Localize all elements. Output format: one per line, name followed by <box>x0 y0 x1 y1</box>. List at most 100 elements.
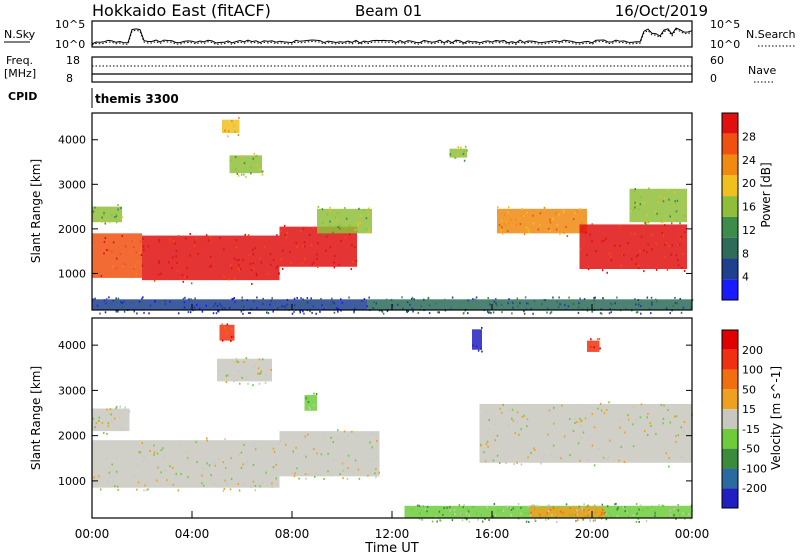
scatter-speckle <box>589 518 591 521</box>
scatter-speckle <box>361 300 363 303</box>
scatter-region <box>92 203 123 225</box>
scatter-speckle <box>292 450 295 453</box>
scatter-speckle <box>677 509 680 512</box>
velocity-colorbar-label: Velocity [m s^-1] <box>769 366 783 470</box>
scatter-speckle <box>426 510 428 513</box>
scatter-speckle <box>371 432 373 435</box>
scatter-speckle <box>99 312 101 315</box>
scatter-speckle <box>186 275 188 278</box>
scatter-speckle <box>543 454 545 457</box>
scatter-speckle <box>526 211 528 214</box>
scatter-speckle <box>116 485 119 488</box>
scatter-speckle <box>632 514 635 517</box>
scatter-speckle <box>494 514 497 517</box>
scatter-speckle <box>375 302 378 305</box>
scatter-speckle <box>523 312 526 315</box>
scatter-speckle <box>333 459 335 462</box>
scatter-speckle <box>547 504 550 507</box>
scatter-speckle <box>231 327 233 330</box>
scatter-speckle <box>256 164 258 167</box>
scatter-speckle <box>584 417 587 420</box>
scatter-speckle <box>301 262 303 265</box>
scatter-speckle <box>158 238 161 241</box>
scatter-speckle <box>233 125 235 128</box>
scatter-speckle <box>477 349 480 352</box>
scatter-speckle <box>372 458 375 461</box>
colorbar-tick-label: -200 <box>742 482 767 495</box>
scatter-speckle <box>550 454 552 457</box>
scatter-speckle <box>520 428 523 431</box>
scatter-speckle <box>243 162 246 165</box>
scatter-speckle <box>669 513 672 516</box>
scatter-speckle <box>260 370 263 373</box>
freq-label-1: Freq. <box>6 54 33 67</box>
scatter-speckle <box>187 311 190 314</box>
scatter-speckle <box>290 261 293 264</box>
scatter-speckle <box>143 311 145 314</box>
scatter-speckle <box>213 482 215 485</box>
scatter-speckle <box>317 205 320 208</box>
scatter-speckle <box>512 306 514 309</box>
scatter-speckle <box>639 203 642 206</box>
colorbar-tick-label: 20 <box>742 177 756 190</box>
scatter-speckle <box>467 510 470 513</box>
scatter-speckle <box>251 269 253 272</box>
scatter-speckle <box>590 338 592 341</box>
scatter-speckle <box>111 470 113 473</box>
scatter-speckle <box>148 312 150 315</box>
scatter-speckle <box>499 407 501 410</box>
scatter-region <box>529 504 605 522</box>
scatter-speckle <box>569 454 571 457</box>
scatter-speckle <box>119 253 122 256</box>
scatter-speckle <box>104 311 107 314</box>
scatter-speckle <box>254 247 257 250</box>
scatter-speckle <box>169 300 171 303</box>
scatter-speckle <box>302 245 304 248</box>
noise-left-tick-top: 10^5 <box>55 18 85 31</box>
scatter-speckle <box>189 232 191 235</box>
scatter-speckle <box>252 248 254 251</box>
scatter-speckle <box>402 300 405 303</box>
scatter-speckle <box>141 300 144 303</box>
scatter-speckle <box>347 467 349 470</box>
scatter-speckle <box>626 511 629 514</box>
scatter-speckle <box>235 378 238 381</box>
scatter-speckle <box>230 267 233 270</box>
scatter-speckle <box>650 296 653 299</box>
scatter-speckle <box>243 443 245 446</box>
scatter-speckle <box>363 298 366 301</box>
scatter-speckle <box>332 231 334 234</box>
scatter-speckle <box>563 211 565 214</box>
scatter-speckle <box>262 298 264 301</box>
colorbar-swatch <box>722 448 738 469</box>
scatter-speckle <box>328 225 331 228</box>
scatter-speckle <box>682 430 685 433</box>
scatter-speckle <box>201 474 203 477</box>
scatter-speckle <box>674 302 677 305</box>
scatter-speckle <box>500 411 503 414</box>
scatter-speckle <box>174 242 176 245</box>
scatter-speckle <box>466 507 469 510</box>
scatter-speckle <box>598 338 601 341</box>
scatter-speckle <box>112 480 114 483</box>
scatter-speckle <box>299 309 301 312</box>
scatter-speckle <box>256 307 258 310</box>
scatter-speckle <box>668 245 670 248</box>
scatter-speckle <box>503 214 506 217</box>
scatter-speckle <box>325 235 328 238</box>
scatter-speckle <box>390 298 393 301</box>
scatter-speckle <box>484 518 486 521</box>
y-tick-label: 3000 <box>58 384 86 397</box>
scatter-speckle <box>367 213 369 216</box>
scatter-speckle <box>184 296 186 299</box>
scatter-speckle <box>541 303 543 306</box>
scatter-speckle <box>244 463 246 466</box>
scatter-speckle <box>312 305 315 308</box>
scatter-speckle <box>330 436 332 439</box>
scatter-speckle <box>285 236 288 239</box>
scatter-speckle <box>108 296 110 299</box>
scatter-speckle <box>684 231 686 234</box>
scatter-speckle <box>599 402 602 405</box>
scatter-speckle <box>252 366 254 369</box>
